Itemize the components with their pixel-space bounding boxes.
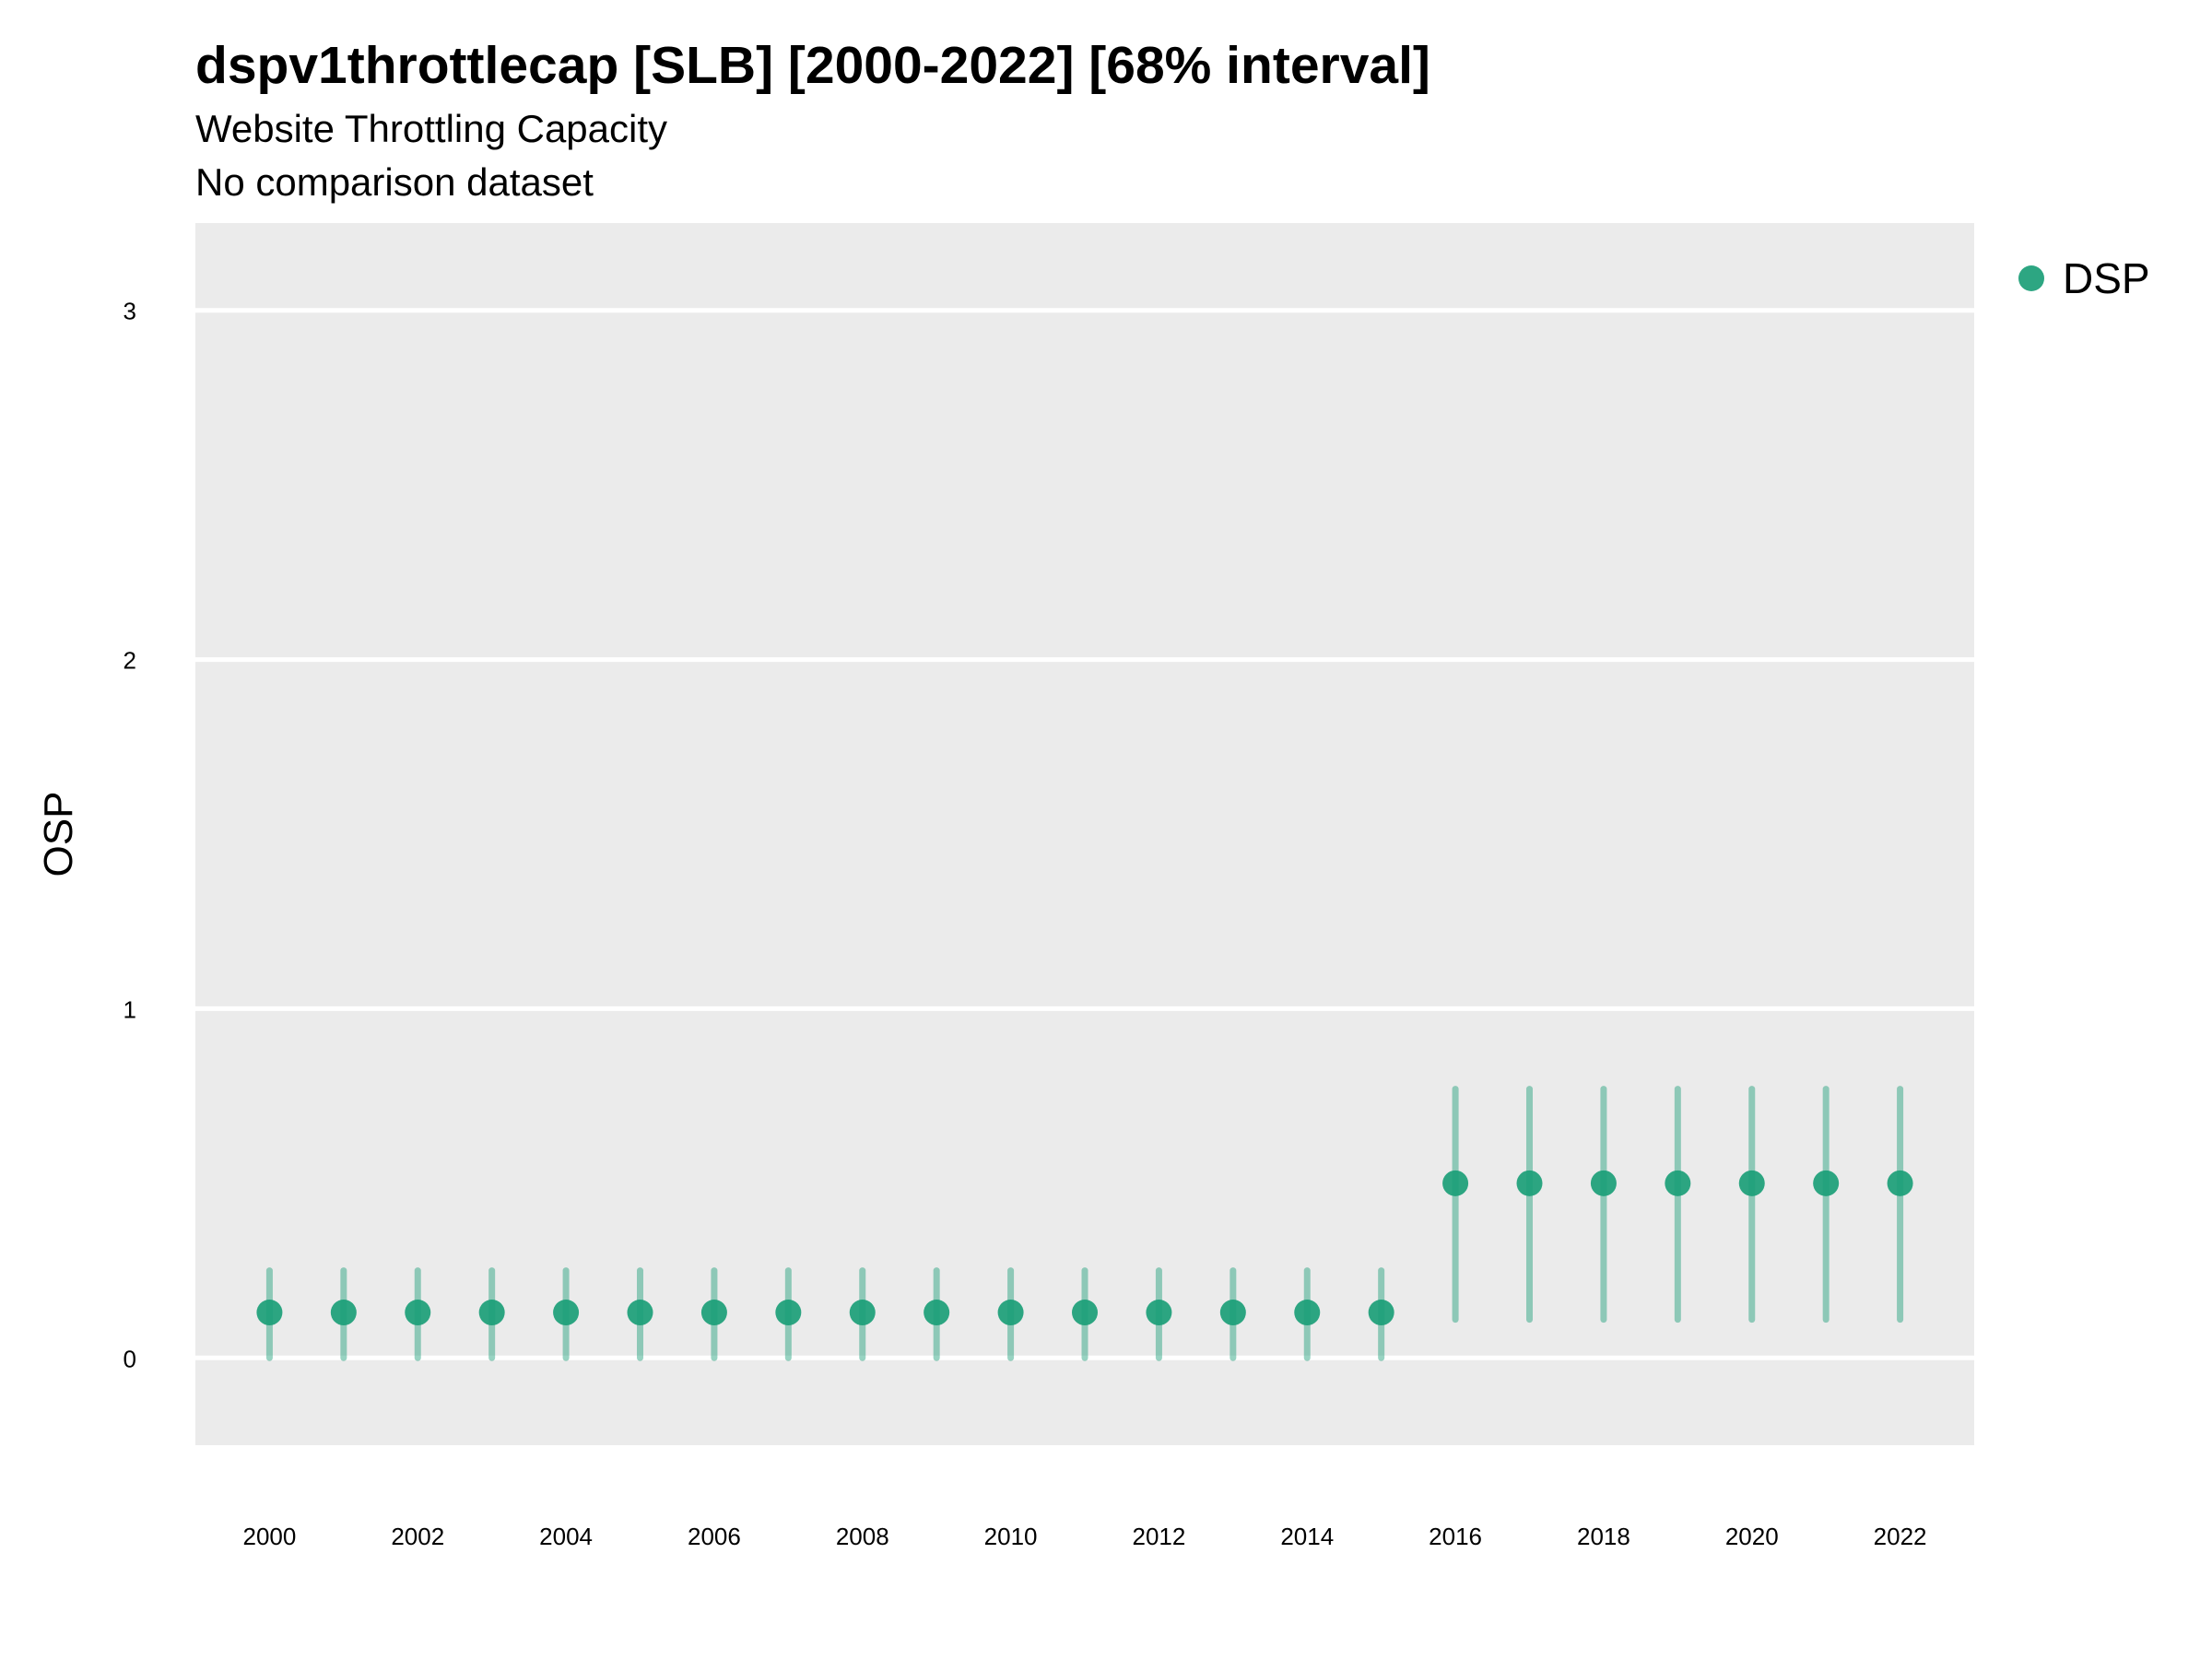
data-point [1516,1170,1543,1196]
data-point [478,1300,505,1326]
data-point [1146,1300,1172,1326]
x-tick-label: 2010 [984,1523,1038,1550]
data-point [330,1300,357,1326]
data-point [1368,1300,1394,1326]
x-axis-ticks: 2000 2002 2004 2006 2008 2010 2012 2014 2016 2018… [242,1523,1926,1550]
y-tick-label: 3 [124,298,136,325]
grid-lines [195,308,1974,1360]
chart-subtitle: Website Throttling Capacity [195,107,668,150]
data-point [997,1300,1024,1326]
data-point [1887,1170,1913,1196]
x-tick-label: 2018 [1577,1523,1630,1550]
data-point [1442,1170,1469,1196]
x-tick-label: 2012 [1132,1523,1185,1550]
data-point [405,1300,431,1326]
x-tick-label: 2022 [1874,1523,1927,1550]
x-tick-label: 2008 [836,1523,889,1550]
data-point [924,1300,950,1326]
data-point [1294,1300,1321,1326]
data-point [1665,1170,1691,1196]
y-axis-title: OSP [36,792,81,877]
x-tick-label: 2004 [539,1523,593,1550]
plot-panel [195,223,1974,1445]
data-marks [256,1086,1913,1361]
x-tick-label: 2020 [1725,1523,1779,1550]
legend: DSP [2018,254,2150,302]
data-point [1590,1170,1617,1196]
legend-key-dsp [2018,265,2044,291]
data-point [627,1300,653,1326]
y-tick-label: 0 [124,1345,136,1372]
data-point [1072,1300,1098,1326]
y-tick-label: 2 [124,647,136,675]
data-point [1219,1300,1246,1326]
data-point [775,1300,802,1326]
data-point [553,1300,580,1326]
y-axis-ticks: 0 1 2 3 [124,298,136,1373]
data-point [849,1300,876,1326]
legend-label-dsp: DSP [2063,254,2150,302]
data-point [1738,1170,1765,1196]
data-point [700,1300,727,1326]
x-tick-label: 2006 [688,1523,741,1550]
data-point [1813,1170,1840,1196]
chart-title: dspv1throttlecap [SLB] [2000-2022] [68% … [195,36,1430,95]
x-tick-label: 2002 [391,1523,444,1550]
chart-subtitle-secondary: No comparison dataset [195,160,594,204]
x-tick-label: 2014 [1280,1523,1334,1550]
x-tick-label: 2016 [1429,1523,1482,1550]
data-point [256,1300,283,1326]
x-tick-label: 2000 [242,1523,296,1550]
y-tick-label: 1 [124,995,136,1023]
